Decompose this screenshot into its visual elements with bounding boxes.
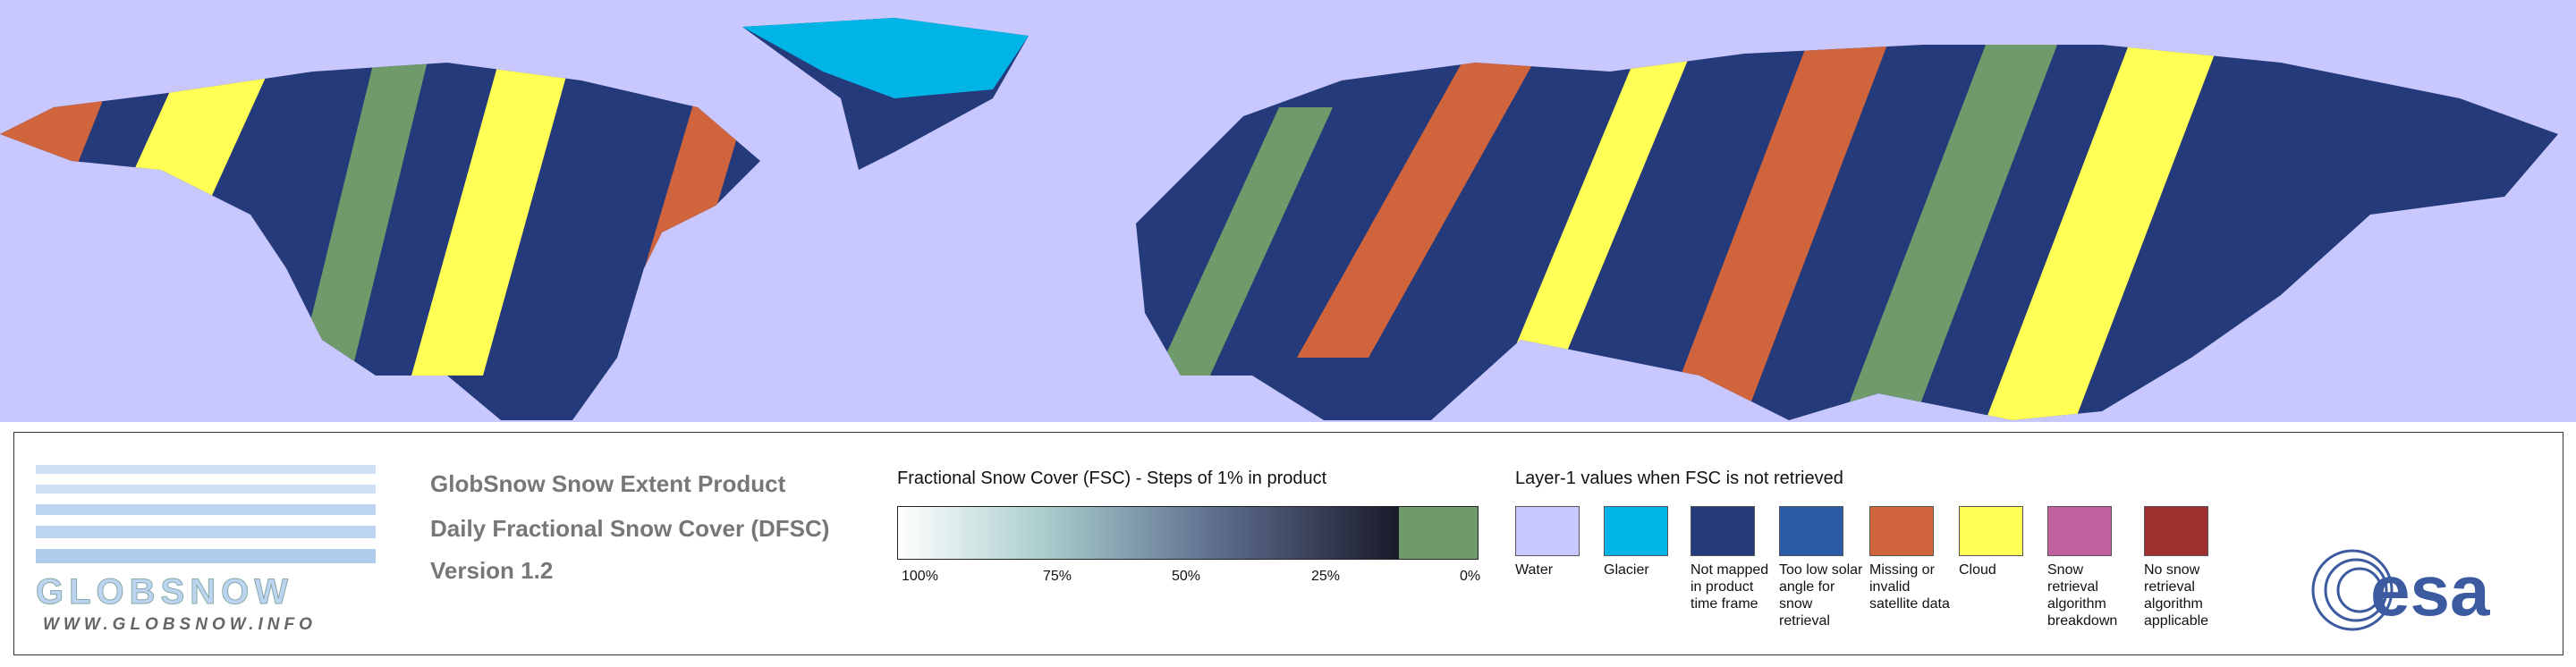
legend-swatch [1869, 506, 1934, 556]
esa-logo: esa [2311, 549, 2490, 631]
legend-swatch [2047, 506, 2112, 556]
fsc-title: Fractional Snow Cover (FSC) - Steps of 1… [897, 469, 1327, 488]
legend-swatch [1515, 506, 1580, 556]
logo-stripes [36, 465, 376, 563]
legend-label: Glacier [1604, 562, 1649, 578]
esa-text: esa [2370, 551, 2490, 630]
snow-map [0, 0, 2576, 422]
legend-label: Not mapped in product time frame [1690, 562, 1769, 612]
header-line: Daily Fractional Snow Cover (DFSC) [430, 515, 830, 542]
legend-label: Cloud [1959, 562, 1996, 578]
legend-label: Too low solar angle for snow retrieval [1779, 562, 1863, 629]
fsc-tick: 100% [902, 569, 938, 584]
header-line: Version 1.2 [430, 557, 554, 584]
fsc-zero [1398, 506, 1479, 560]
legend-label: Water [1515, 562, 1554, 578]
header-line: GlobSnow Snow Extent Product [430, 470, 786, 497]
legend-label: No snow retrieval algorithm applicable [2144, 562, 2209, 629]
legend-swatch [1604, 506, 1668, 556]
legend-panel [13, 432, 2563, 655]
legend-label: Missing or invalid satellite data [1869, 562, 1950, 612]
legend-swatch [1690, 506, 1755, 556]
esa-rings [2311, 549, 2394, 631]
land [0, 45, 2558, 420]
legend-swatch [1959, 506, 2023, 556]
fsc-gradient [897, 506, 1400, 560]
fsc-tick: 50% [1172, 569, 1201, 584]
legend-swatch [2144, 506, 2208, 556]
fsc-tick: 25% [1311, 569, 1341, 584]
fsc-tick: 0% [1460, 569, 1481, 584]
logo-url: WWW.GLOBSNOW.INFO [43, 615, 317, 634]
fsc-tick: 75% [1043, 569, 1072, 584]
legend-swatch [1779, 506, 1843, 556]
legend-label: Snow retrieval algorithm breakdown [2047, 562, 2118, 629]
layer1-title: Layer-1 values when FSC is not retrieved [1515, 469, 1843, 488]
glacier [742, 18, 1029, 98]
logo-name: GLOBSNOW [36, 572, 293, 612]
